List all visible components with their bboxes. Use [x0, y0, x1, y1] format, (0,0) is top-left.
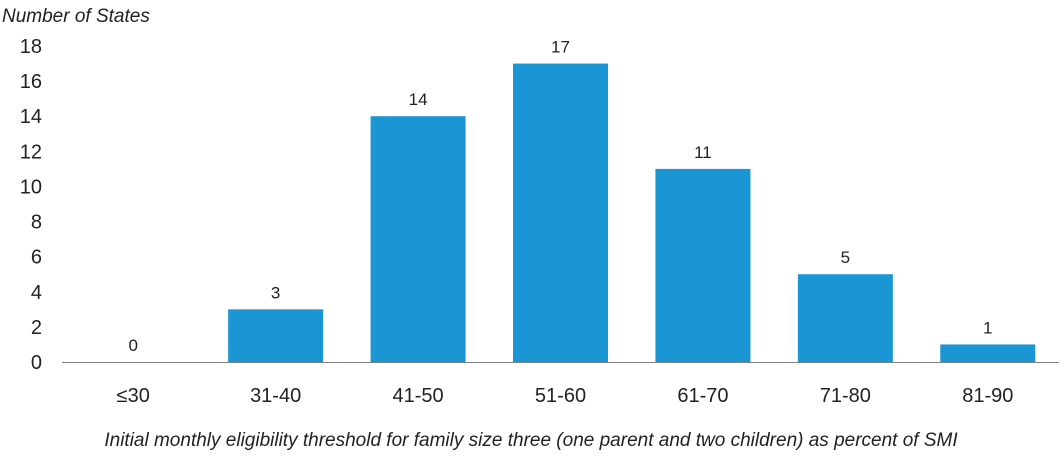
y-tick-label-12: 12	[20, 141, 42, 163]
y-tick-label-4: 4	[31, 282, 42, 304]
y-tick-label-8: 8	[31, 212, 42, 234]
bar-41-50	[370, 116, 466, 362]
y-tick-label-10: 10	[20, 176, 42, 198]
bars	[228, 63, 1036, 363]
y-tick-label-2: 2	[31, 317, 42, 339]
y-tick-label-6: 6	[31, 247, 42, 269]
x-tick-label-≤30: ≤30	[117, 385, 150, 407]
bar-61-70	[655, 168, 751, 362]
x-tick-label-31-40: 31-40	[250, 385, 301, 407]
bar-31-40	[228, 309, 324, 362]
x-tick-label-81-90: 81-90	[962, 385, 1013, 407]
x-tick-label-51-60: 51-60	[535, 385, 586, 407]
x-tick-label-71-80: 71-80	[820, 385, 871, 407]
data-label-81-90: 1	[983, 318, 992, 337]
x-axis-title: Initial monthly eligibility threshold fo…	[104, 430, 958, 451]
data-labels: 0 3 14 17 11 5 1	[128, 38, 992, 355]
x-axis: ≤30 31-40 41-50 51-60 61-70 71-80 81-90	[117, 385, 1014, 407]
y-tick-label-16: 16	[20, 71, 42, 93]
data-label-≤30: 0	[128, 336, 137, 355]
y-tick-label-14: 14	[20, 106, 42, 128]
bar-71-80	[797, 274, 893, 362]
x-tick-label-61-70: 61-70	[677, 385, 728, 407]
data-label-31-40: 3	[271, 283, 280, 302]
y-axis: 0 2 4 6 8 10 12 14 16 18	[20, 36, 42, 374]
data-label-51-60: 17	[551, 38, 570, 57]
y-tick-label-18: 18	[20, 36, 42, 58]
x-tick-label-41-50: 41-50	[392, 385, 443, 407]
data-label-61-70: 11	[694, 143, 712, 162]
y-axis-title: Number of States	[2, 6, 150, 27]
data-label-71-80: 5	[841, 248, 850, 267]
data-label-41-50: 14	[409, 90, 428, 109]
bar-81-90	[940, 344, 1036, 362]
bar-51-60	[513, 63, 608, 363]
y-tick-label-0: 0	[31, 352, 42, 374]
